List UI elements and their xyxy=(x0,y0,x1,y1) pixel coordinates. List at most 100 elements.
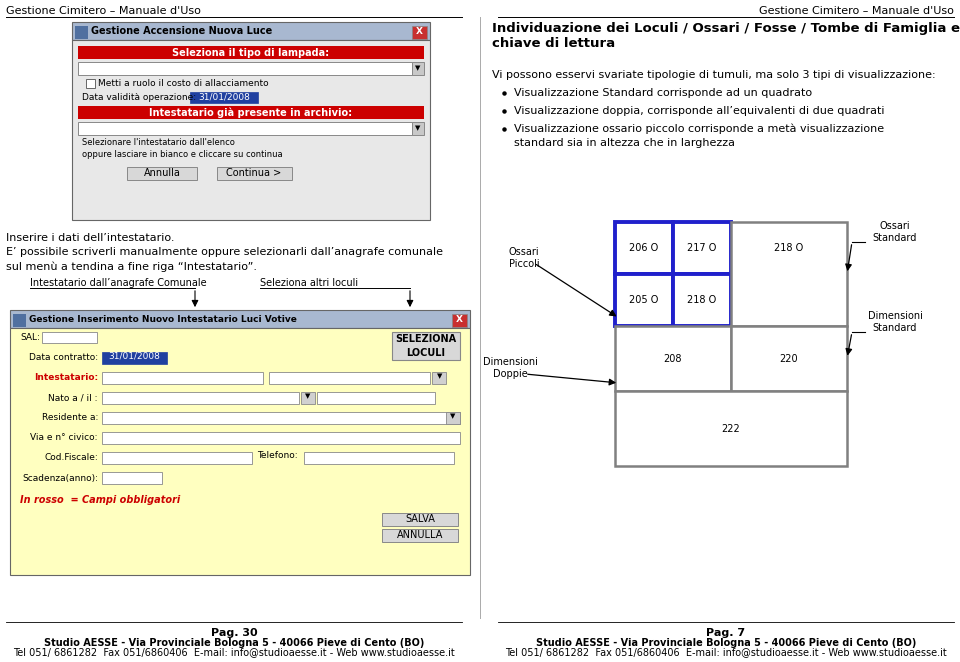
Bar xyxy=(446,412,460,424)
Text: Seleziona il tipo di lampada:: Seleziona il tipo di lampada: xyxy=(173,48,329,58)
Text: Intestatario dall’anagrafe Comunale: Intestatario dall’anagrafe Comunale xyxy=(30,278,206,288)
Text: Intestatario:: Intestatario: xyxy=(34,373,98,383)
Bar xyxy=(615,391,847,466)
Text: Gestione Cimitero – Manuale d'Uso: Gestione Cimitero – Manuale d'Uso xyxy=(759,6,954,16)
Bar xyxy=(300,392,315,404)
Text: Annulla: Annulla xyxy=(144,168,180,178)
Bar xyxy=(412,122,424,135)
Bar xyxy=(615,274,673,326)
Text: Studio AESSE - Via Provinciale Bologna 5 - 40066 Pieve di Cento (BO): Studio AESSE - Via Provinciale Bologna 5… xyxy=(536,638,916,648)
Bar xyxy=(78,62,412,75)
Text: Pag. 30: Pag. 30 xyxy=(210,628,257,638)
Text: Scadenza(anno):: Scadenza(anno): xyxy=(22,473,98,483)
Text: 217 O: 217 O xyxy=(687,243,717,253)
Text: Gestione Inserimento Nuovo Intestatario Luci Votive: Gestione Inserimento Nuovo Intestatario … xyxy=(29,314,297,324)
Text: 208: 208 xyxy=(663,354,683,363)
Bar xyxy=(615,326,731,391)
Text: ▼: ▼ xyxy=(416,66,420,71)
Text: Visualizzazione doppia, corrisponde all’equivalenti di due quadrati: Visualizzazione doppia, corrisponde all’… xyxy=(514,106,884,116)
Text: Dimensioni
Standard: Dimensioni Standard xyxy=(868,311,923,333)
Text: X: X xyxy=(416,28,423,36)
Text: Gestione Accensione Nuova Luce: Gestione Accensione Nuova Luce xyxy=(91,26,273,36)
Bar xyxy=(673,222,731,274)
Text: SELEZIONA
LOCULI: SELEZIONA LOCULI xyxy=(396,334,457,357)
Bar xyxy=(615,222,673,274)
Bar xyxy=(412,26,427,39)
Bar xyxy=(304,452,454,464)
Bar xyxy=(382,529,458,542)
Bar xyxy=(78,122,412,135)
Bar xyxy=(13,314,26,327)
Bar xyxy=(86,79,95,88)
Text: Via e n° civico:: Via e n° civico: xyxy=(31,434,98,442)
Bar xyxy=(75,26,88,39)
Bar xyxy=(102,472,162,484)
Bar xyxy=(102,452,252,464)
Bar xyxy=(42,332,97,343)
Text: SAL:: SAL: xyxy=(20,334,40,342)
Text: 206 O: 206 O xyxy=(630,243,659,253)
Text: Residente a:: Residente a: xyxy=(41,414,98,422)
Bar xyxy=(10,328,470,575)
Bar xyxy=(269,372,430,384)
Bar xyxy=(102,432,460,444)
Text: 31/01/2008: 31/01/2008 xyxy=(108,352,160,361)
Text: 218 O: 218 O xyxy=(687,295,716,305)
Text: In rosso  = Campi obbligatori: In rosso = Campi obbligatori xyxy=(20,495,180,505)
Bar xyxy=(102,372,263,384)
Text: Visualizzazione ossario piccolo corrisponde a metà visualizzazione
standard sia : Visualizzazione ossario piccolo corrispo… xyxy=(514,124,884,148)
Text: 222: 222 xyxy=(722,424,740,434)
Text: Telefono:: Telefono: xyxy=(257,451,298,461)
Text: ▼: ▼ xyxy=(437,373,442,379)
Text: Metti a ruolo il costo di allacciamento: Metti a ruolo il costo di allacciamento xyxy=(98,79,269,88)
Text: E’ possibile scriverli manualmente oppure selezionarli dall’anagrafe comunale
su: E’ possibile scriverli manualmente oppur… xyxy=(6,247,443,271)
Bar xyxy=(452,314,467,327)
Text: Seleziona altri loculi: Seleziona altri loculi xyxy=(260,278,358,288)
Bar xyxy=(382,513,458,526)
Bar xyxy=(217,167,292,180)
Text: 31/01/2008: 31/01/2008 xyxy=(198,93,250,102)
Bar xyxy=(102,392,299,404)
Bar xyxy=(673,274,731,326)
Bar xyxy=(78,106,424,119)
Text: Continua >: Continua > xyxy=(227,168,281,178)
Text: Cod.Fiscale:: Cod.Fiscale: xyxy=(44,453,98,463)
Bar xyxy=(432,372,446,384)
Text: Pag. 7: Pag. 7 xyxy=(707,628,746,638)
Text: Intestatario già presente in archivio:: Intestatario già presente in archivio: xyxy=(150,107,352,118)
Text: SALVA: SALVA xyxy=(405,514,435,524)
Bar xyxy=(72,40,430,220)
Bar xyxy=(102,352,167,364)
Text: ▼: ▼ xyxy=(416,126,420,132)
Text: ▼: ▼ xyxy=(305,393,311,399)
Text: Tel 051/ 6861282  Fax 051/6860406  E-mail: info@studioaesse.it - Web www.studioa: Tel 051/ 6861282 Fax 051/6860406 E-mail:… xyxy=(13,647,455,657)
Text: Tel 051/ 6861282  Fax 051/6860406  E-mail: info@studioaesse.it - Web www.studioa: Tel 051/ 6861282 Fax 051/6860406 E-mail:… xyxy=(505,647,947,657)
Bar xyxy=(78,46,424,59)
Text: 205 O: 205 O xyxy=(630,295,659,305)
Bar xyxy=(731,326,847,391)
Text: Dimensioni
Doppie: Dimensioni Doppie xyxy=(483,357,538,379)
Text: Selezionare l'intestatario dall'elenco
oppure lasciare in bianco e cliccare su c: Selezionare l'intestatario dall'elenco o… xyxy=(82,138,282,159)
Text: Data validità operazione:: Data validità operazione: xyxy=(82,93,196,102)
Text: Gestione Cimitero – Manuale d'Uso: Gestione Cimitero – Manuale d'Uso xyxy=(6,6,201,16)
Text: Individuazione dei Loculi / Ossari / Fosse / Tombe di Famiglia e chiave di lettu: Individuazione dei Loculi / Ossari / Fos… xyxy=(492,22,960,50)
Text: X: X xyxy=(456,316,463,324)
Bar xyxy=(127,167,197,180)
Bar xyxy=(731,222,847,326)
Bar xyxy=(190,92,258,103)
Bar xyxy=(72,22,430,40)
Text: Ossari
Standard: Ossari Standard xyxy=(873,221,917,243)
Bar xyxy=(10,310,470,328)
Text: Nato a / il :: Nato a / il : xyxy=(49,393,98,402)
Text: Inserire i dati dell’intestatario.: Inserire i dati dell’intestatario. xyxy=(6,233,175,243)
Text: ANNULLA: ANNULLA xyxy=(396,530,444,540)
Bar xyxy=(102,412,460,424)
Bar xyxy=(392,332,460,360)
Text: 220: 220 xyxy=(780,354,799,363)
Text: Ossari
Piccoli: Ossari Piccoli xyxy=(509,247,540,269)
Bar xyxy=(317,392,435,404)
Text: Visualizzazione Standard corrisponde ad un quadrato: Visualizzazione Standard corrisponde ad … xyxy=(514,88,812,98)
Bar xyxy=(412,62,424,75)
Text: Studio AESSE - Via Provinciale Bologna 5 - 40066 Pieve di Cento (BO): Studio AESSE - Via Provinciale Bologna 5… xyxy=(44,638,424,648)
Text: Vi possono esservi svariate tipologie di tumuli, ma solo 3 tipi di visualizzazio: Vi possono esservi svariate tipologie di… xyxy=(492,70,936,80)
